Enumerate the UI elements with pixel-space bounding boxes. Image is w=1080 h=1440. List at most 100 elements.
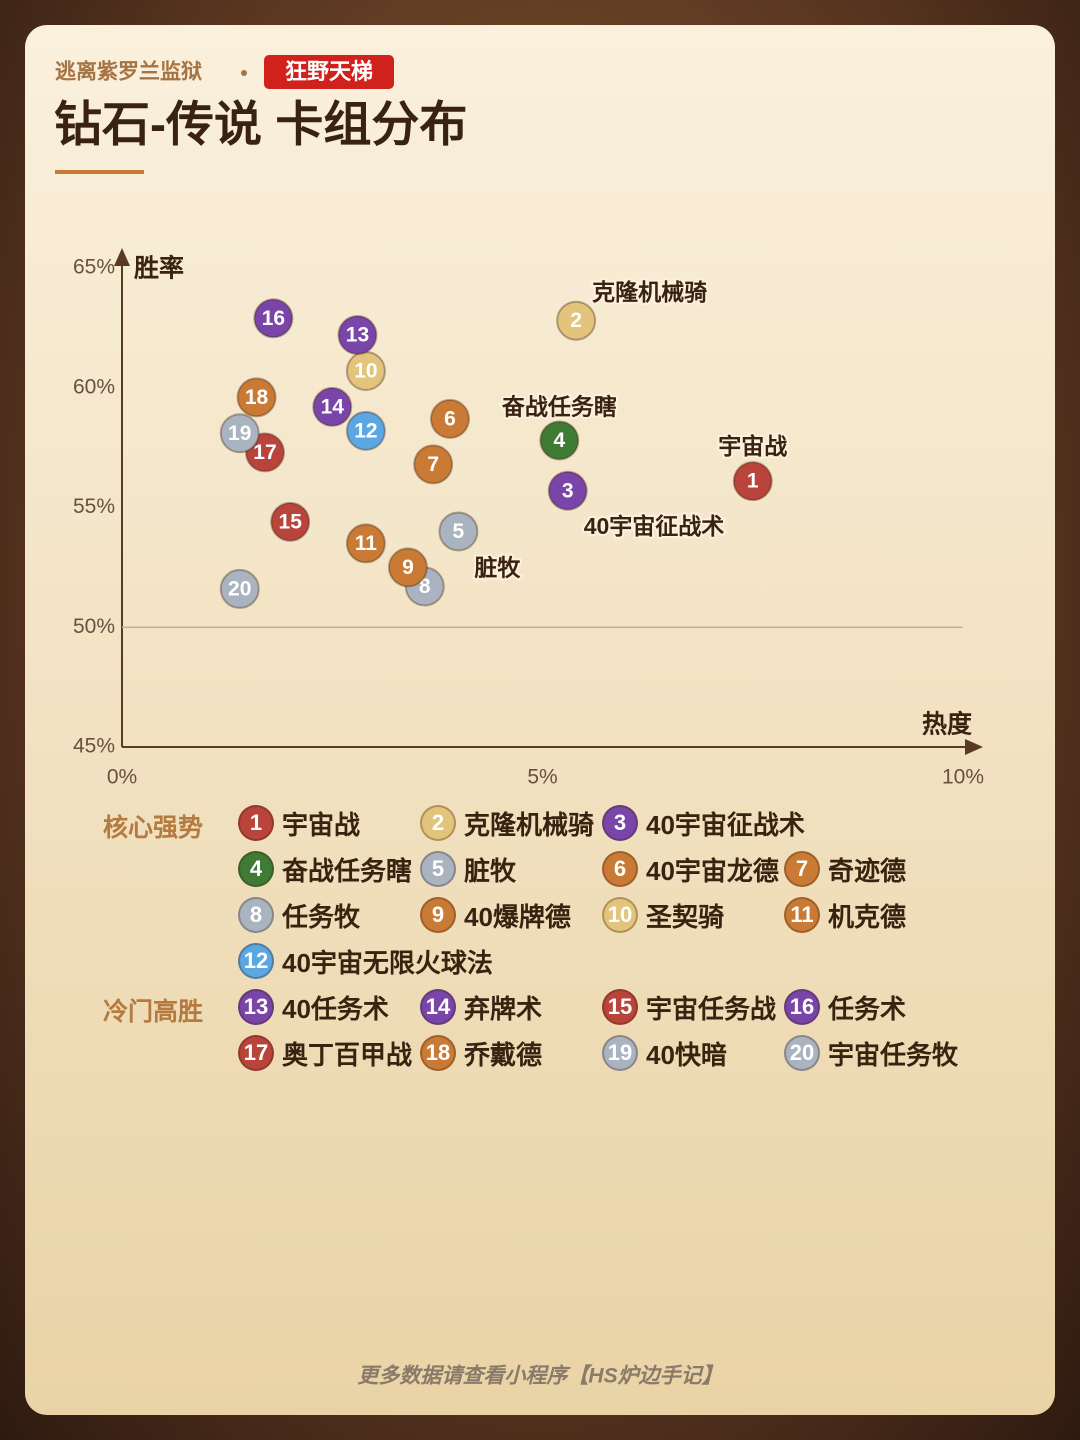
point-id: 19 xyxy=(228,422,251,445)
point: 5 xyxy=(438,511,479,552)
legend-badge: 10 xyxy=(602,897,638,933)
legend-name: 40宇宙龙德 xyxy=(646,855,779,886)
legend-name: 任务术 xyxy=(828,993,907,1024)
legend-item: 13 40任务术 xyxy=(238,984,420,1030)
point-dot xyxy=(337,315,378,356)
legend-item: 9 40爆牌德 xyxy=(420,892,602,938)
point-dot xyxy=(345,523,386,564)
legend-item: 7 奇迹德 xyxy=(784,846,966,892)
legend-name: 奥丁百甲战 xyxy=(282,1039,413,1070)
point: 19 xyxy=(219,413,260,454)
legend-badge: 9 xyxy=(420,897,456,933)
point-id: 1 xyxy=(747,470,759,493)
legend-name: 奇迹德 xyxy=(828,855,907,886)
legend-name: 40宇宙征战术 xyxy=(646,809,805,840)
point-id: 12 xyxy=(354,419,377,442)
legend-name: 宇宙任务牧 xyxy=(828,1039,959,1070)
legend-item: 10 圣契骑 xyxy=(602,892,784,938)
legend-name: 克隆机械骑 xyxy=(464,809,595,840)
subtitle: 逃离紫罗兰监狱 xyxy=(55,60,202,84)
point-label: 脏牧 xyxy=(474,555,521,581)
tag: 狂野天梯 xyxy=(285,59,373,84)
legend: 核心强势 1 宇宙战 2 克隆机械骑 3 40宇宙征战术 4 奋战任务瞎 5 脏牧 6 40宇宙龙德 7 奇… xyxy=(0,800,1080,1076)
point: 7 xyxy=(413,444,454,485)
card xyxy=(25,25,1055,1415)
point-dot xyxy=(438,511,479,552)
point: 3 xyxy=(547,470,588,511)
legend-item: 19 40快暗 xyxy=(602,1030,784,1076)
y-tick-label: 45% xyxy=(73,735,115,758)
legend-name: 奋战任务瞎 xyxy=(282,855,413,886)
legend-name: 40宇宙无限火球法 xyxy=(282,947,493,978)
legend-name: 40任务术 xyxy=(282,993,389,1024)
legend-name: 40爆牌德 xyxy=(464,901,571,932)
point-dot xyxy=(345,410,386,451)
x-axis-title: 热度 xyxy=(922,710,972,739)
x-tick-label: 0% xyxy=(107,766,137,789)
title: 钻石-传说 卡组分布 xyxy=(54,99,467,152)
legend-item: 15 宇宙任务战 xyxy=(602,984,784,1030)
legend-badge: 7 xyxy=(784,851,820,887)
legend-badge: 13 xyxy=(238,989,274,1025)
legend-name: 乔戴德 xyxy=(464,1039,543,1070)
tag-bg xyxy=(264,55,394,89)
legend-group: 冷门高胜 13 40任务术 14 弃牌术 15 宇宙任务战 16 任务术 17 奥丁百甲战 18 乔戴德… xyxy=(0,984,978,1076)
point-dot xyxy=(539,420,580,461)
legend-badge: 12 xyxy=(238,943,274,979)
legend-name: 40快暗 xyxy=(646,1039,727,1070)
point: 4 xyxy=(539,420,580,461)
legend-badge: 14 xyxy=(420,989,456,1025)
point-id: 11 xyxy=(355,532,378,555)
legend-name: 任务牧 xyxy=(282,901,361,932)
legend-item: 8 任务牧 xyxy=(238,892,420,938)
point-id: 8 xyxy=(419,575,431,598)
footer: 更多数据请查看小程序【HS炉边手记】 xyxy=(357,1364,722,1388)
legend-name: 宇宙任务战 xyxy=(646,993,777,1024)
legend-badge: 4 xyxy=(238,851,274,887)
point-id: 6 xyxy=(444,407,456,430)
legend-item: 18 乔戴德 xyxy=(420,1030,602,1076)
legend-item: 2 克隆机械骑 xyxy=(420,800,602,846)
point: 15 xyxy=(270,501,311,542)
point: 12 xyxy=(345,410,386,451)
point-id: 4 xyxy=(553,429,565,452)
point: 1 xyxy=(732,461,773,502)
point-label: 奋战任务瞎 xyxy=(501,394,617,420)
legend-badge: 5 xyxy=(420,851,456,887)
legend-item: 6 40宇宙龙德 xyxy=(602,846,784,892)
point-dot xyxy=(387,547,428,588)
y-tick-label: 50% xyxy=(73,615,115,638)
legend-badge: 1 xyxy=(238,805,274,841)
point-dot xyxy=(236,377,277,418)
legend-item: 20 宇宙任务牧 xyxy=(784,1030,966,1076)
x-tick-label: 5% xyxy=(527,766,557,789)
point-label: 宇宙战 xyxy=(718,433,787,459)
point-id: 3 xyxy=(562,479,574,502)
legend-item: 16 任务术 xyxy=(784,984,966,1030)
legend-badge: 15 xyxy=(602,989,638,1025)
legend-item: 17 奥丁百甲战 xyxy=(238,1030,420,1076)
point-id: 20 xyxy=(228,577,251,600)
point: 18 xyxy=(236,377,277,418)
point: 10 xyxy=(345,350,386,391)
point: 16 xyxy=(253,298,294,339)
x-tick-label: 10% xyxy=(942,766,984,789)
point: 11 xyxy=(345,523,386,564)
point-dot xyxy=(270,501,311,542)
legend-group-label: 核心强势 xyxy=(103,814,204,842)
point: 2 xyxy=(556,300,597,341)
legend-name: 弃牌术 xyxy=(464,993,543,1024)
legend-badge: 6 xyxy=(602,851,638,887)
legend-item: 3 40宇宙征战术 xyxy=(602,800,805,846)
legend-group: 核心强势 1 宇宙战 2 克隆机械骑 3 40宇宙征战术 4 奋战任务瞎 5 脏牧 6 40宇宙龙德 7 奇… xyxy=(0,800,978,984)
point-id: 7 xyxy=(427,453,439,476)
point-dot xyxy=(312,386,353,427)
legend-badge: 18 xyxy=(420,1035,456,1071)
point-dot xyxy=(732,461,773,502)
legend-badge: 8 xyxy=(238,897,274,933)
legend-item: 5 脏牧 xyxy=(420,846,602,892)
point-dot xyxy=(547,470,588,511)
legend-name: 宇宙战 xyxy=(282,809,361,840)
point-label: 40宇宙征战术 xyxy=(584,513,725,539)
